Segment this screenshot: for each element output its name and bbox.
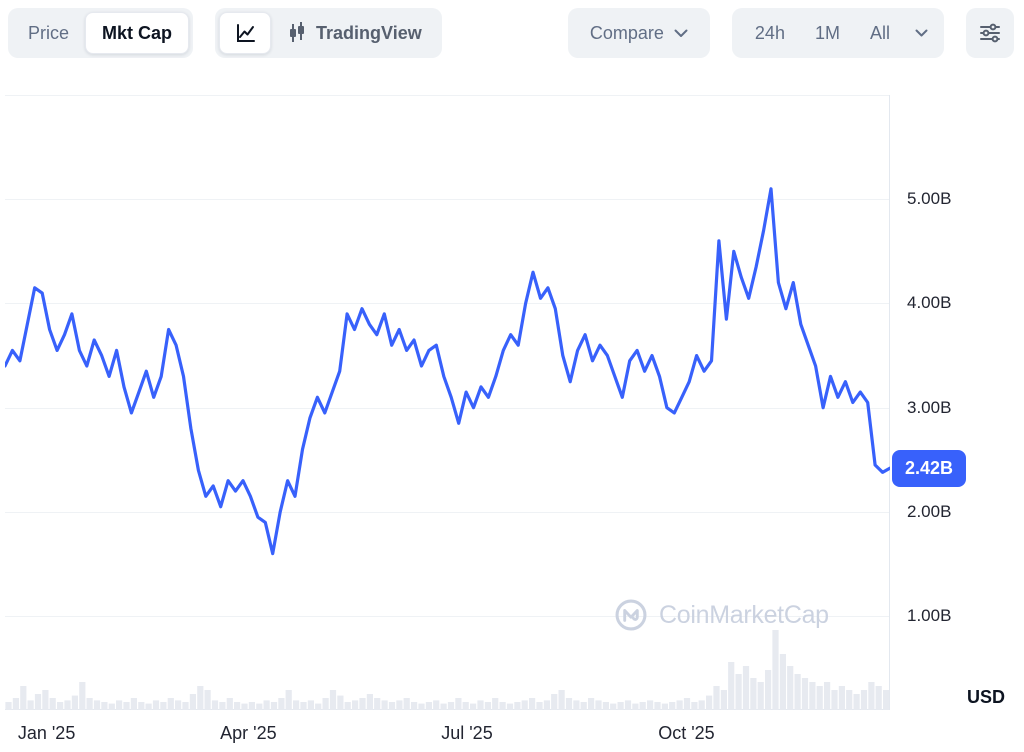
usd-label: USD — [966, 687, 1005, 707]
chevron-down-icon — [674, 29, 688, 38]
range-1m[interactable]: 1M — [814, 22, 840, 43]
chart-area: 5.00B 4.00B 3.00B 2.00B 1.00B 2.42B CoinMark… — [5, 95, 1019, 752]
range-chevron-down-icon[interactable] — [905, 29, 936, 37]
y-axis-tick: 5.00B — [907, 189, 952, 209]
y-axis-tick: 4.00B — [907, 293, 952, 313]
cmc-logo-icon — [613, 597, 649, 633]
x-axis-tick: Apr '25 — [220, 723, 277, 743]
y-axis: 5.00B 4.00B 3.00B 2.00B 1.00B — [895, 95, 985, 710]
price-tab[interactable]: Price — [12, 12, 85, 54]
y-axis-tick: 3.00B — [907, 397, 952, 417]
y-axis-tick: 1.00B — [907, 606, 952, 626]
current-value-badge: 2.42B — [892, 450, 966, 488]
x-axis-tick: Jan '25 — [17, 723, 76, 743]
sliders-icon — [979, 23, 1001, 43]
x-axis-tick: Jul '25 — [441, 723, 493, 743]
chart-type-toggle: TradingView — [215, 8, 442, 58]
mktcap-tab[interactable]: Mkt Cap — [85, 12, 190, 54]
x-axis-tick: Oct '25 — [658, 723, 715, 743]
tradingview-tab[interactable]: TradingView — [271, 12, 438, 54]
time-range-selector: 24h 1M All — [731, 8, 944, 58]
range-all[interactable]: All — [869, 22, 890, 43]
watermark: CoinMarketCap — [613, 597, 829, 633]
price-mktcap-toggle: Price Mkt Cap — [8, 8, 194, 58]
line-chart-icon — [234, 22, 256, 44]
chart-toolbar: Price Mkt Cap Trading — [8, 8, 1014, 58]
tradingview-tab-label: TradingView — [316, 22, 422, 43]
chart-settings-button[interactable] — [966, 8, 1014, 58]
market-cap-chart[interactable] — [5, 95, 890, 710]
compare-dropdown[interactable]: Compare — [567, 8, 710, 58]
compare-dropdown-label: Compare — [589, 22, 664, 43]
price-tab-label: Price — [28, 22, 70, 43]
y-axis-tick: 2.00B — [907, 501, 952, 521]
x-axis: Jan '25 Apr '25 Jul '25 Oct '25 — [5, 723, 890, 749]
line-chart-tab[interactable] — [219, 12, 272, 54]
candlestick-icon — [287, 21, 307, 45]
watermark-label: CoinMarketCap — [659, 600, 829, 629]
range-24h[interactable]: 24h — [754, 22, 785, 43]
mktcap-tab-label: Mkt Cap — [102, 22, 173, 43]
